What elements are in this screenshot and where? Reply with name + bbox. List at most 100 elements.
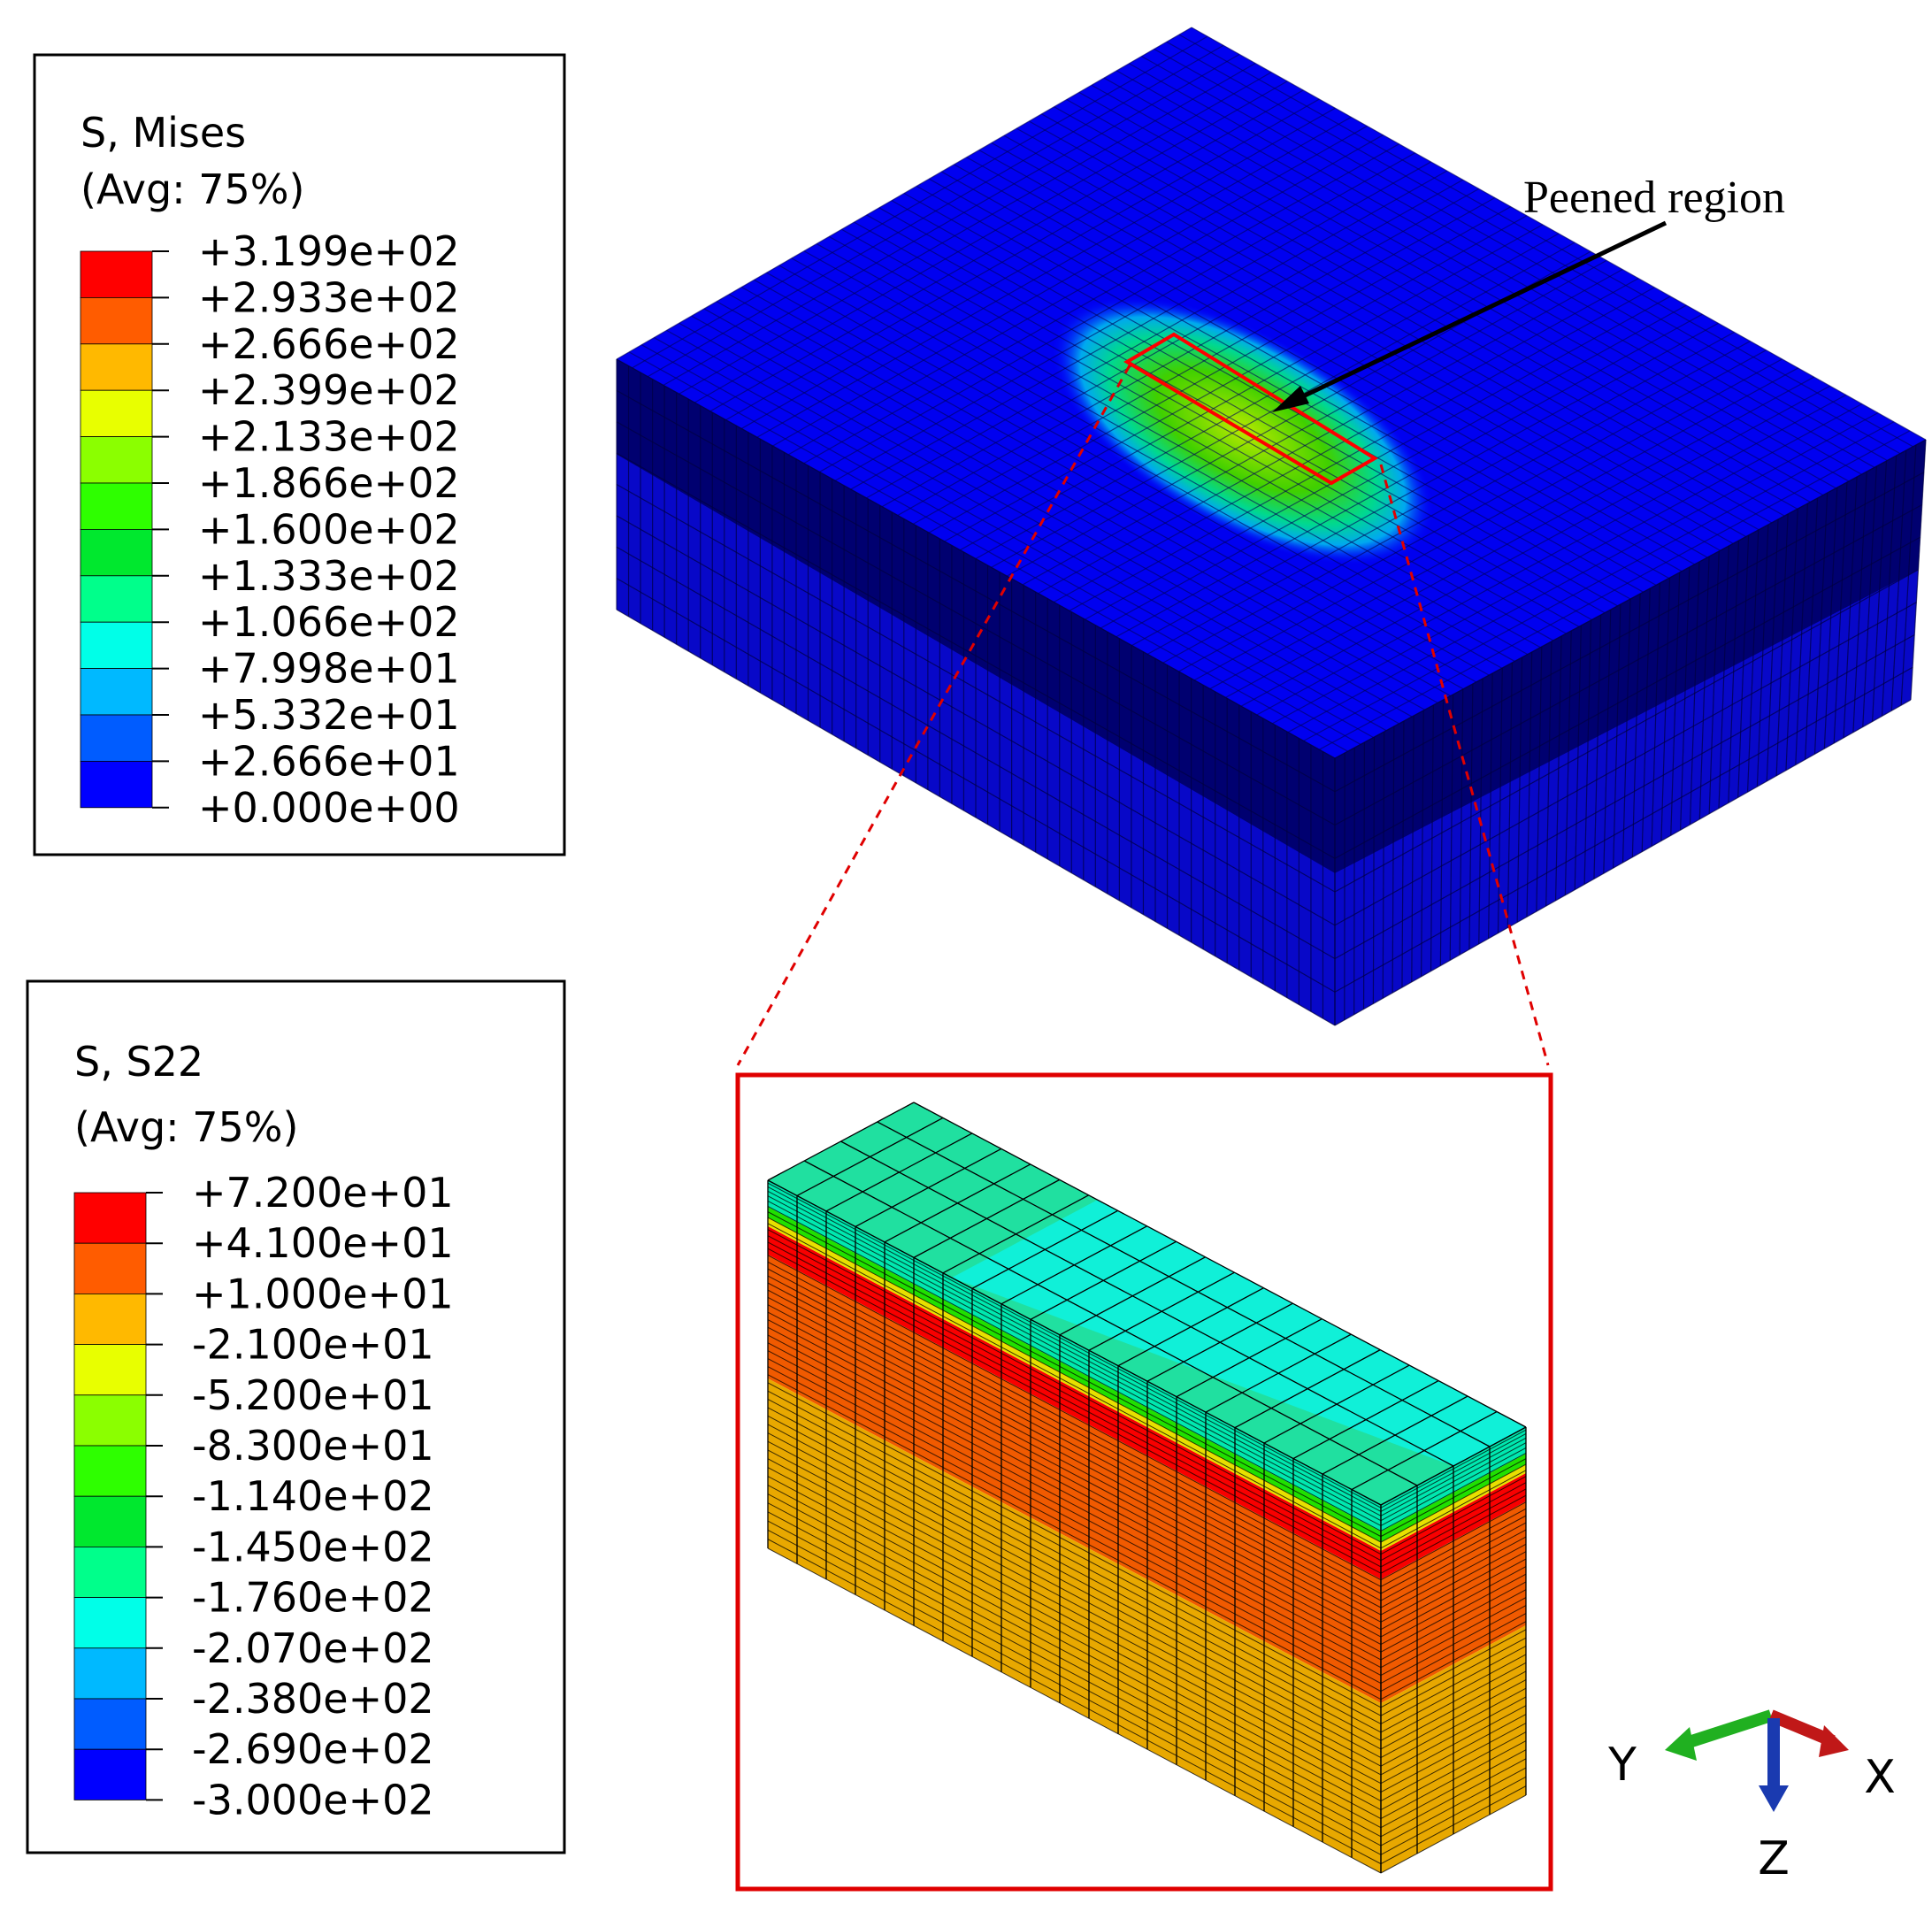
- mesh-line: [616, 515, 1336, 926]
- mesh-line: [767, 1547, 1382, 1874]
- legend-label: +5.332e+01: [198, 691, 460, 739]
- mesh-line: [1334, 503, 1923, 826]
- zoom-line: [1379, 464, 1550, 1066]
- mesh-line: [1380, 1794, 1527, 1874]
- mesh-line: [1380, 1589, 1527, 1669]
- mesh-line: [767, 1502, 1382, 1829]
- legend-label: +7.998e+01: [198, 645, 460, 693]
- triad-y-label: Y: [1607, 1739, 1637, 1792]
- legend-swatch: [73, 1547, 147, 1599]
- mesh-line: [1380, 1758, 1527, 1838]
- legend-label: -1.450e+02: [192, 1523, 434, 1570]
- mesh-line: [767, 1190, 1382, 1516]
- legend-title: S, S22: [74, 1038, 203, 1086]
- inset: [735, 365, 1553, 1892]
- mesh-line: [616, 483, 1336, 893]
- mesh-line: [1334, 633, 1915, 960]
- mesh-line: [1380, 1452, 1527, 1532]
- mesh-line: [1380, 1426, 1527, 1506]
- mesh-line: [1272, 403, 1863, 725]
- mesh-line: [1166, 41, 1901, 455]
- mesh-line: [767, 1424, 1382, 1750]
- mesh-line: [767, 1229, 1382, 1555]
- mesh-line: [1380, 1613, 1527, 1693]
- legend-swatch: [80, 482, 153, 530]
- mesh-line: [1380, 1501, 1527, 1581]
- legend-label: +1.066e+02: [198, 598, 460, 646]
- mesh-line: [1380, 1433, 1527, 1512]
- mesh-line: [1334, 666, 1913, 993]
- mesh-line: [1380, 1470, 1527, 1549]
- mesh-line: [767, 1261, 1382, 1587]
- mesh-line: [1100, 304, 1687, 629]
- legend-swatch: [73, 1394, 147, 1447]
- mesh-line: [767, 1407, 1382, 1733]
- legend-swatch: [80, 343, 153, 391]
- inset-front-band: [768, 1217, 1381, 1551]
- legend-swatch: [73, 1344, 147, 1396]
- mesh-line: [1380, 1714, 1527, 1793]
- mesh-line: [1334, 439, 1927, 759]
- mesh-line: [767, 1179, 1382, 1506]
- mesh-line: [1154, 48, 1888, 462]
- mesh-line: [928, 178, 1657, 586]
- mesh-line: [1380, 1476, 1527, 1555]
- mesh-line: [767, 1366, 1382, 1693]
- mesh-line: [767, 1382, 1382, 1708]
- legend-swatch: [80, 621, 153, 670]
- mesh-line: [1380, 1776, 1527, 1855]
- annotation: Peened region: [1523, 173, 1785, 223]
- mesh-line: [767, 1467, 1382, 1793]
- mesh-line: [1380, 1785, 1527, 1865]
- mesh-line: [767, 1511, 1382, 1838]
- mesh-line: [1380, 1494, 1527, 1574]
- legend-label: +0.000e+00: [198, 784, 460, 832]
- mesh-line: [1380, 1597, 1527, 1677]
- mesh-line: [767, 1311, 1382, 1638]
- mesh-line: [1380, 1670, 1527, 1750]
- legend-label: +3.199e+02: [198, 227, 460, 275]
- mesh-line: [767, 1476, 1382, 1801]
- mesh-line: [877, 1121, 1491, 1447]
- mesh-line: [1225, 376, 1814, 698]
- arrow-head: [1272, 386, 1309, 412]
- mesh-line: [1380, 1558, 1527, 1638]
- legend-label: +2.399e+02: [198, 366, 460, 414]
- legend-swatch: [73, 1597, 147, 1649]
- mesh-line: [991, 142, 1721, 551]
- mesh-line: [1380, 1429, 1527, 1509]
- mesh-line: [1129, 63, 1862, 475]
- mesh-line: [767, 1374, 1382, 1701]
- mesh-line: [1178, 349, 1767, 672]
- mesh-line: [767, 1182, 1382, 1509]
- mesh-line: [975, 233, 1560, 560]
- mesh-line: [1380, 1749, 1527, 1829]
- mesh-line: [767, 1334, 1382, 1661]
- triad-x-head: [1819, 1725, 1849, 1757]
- mesh-line: [767, 1485, 1382, 1810]
- mesh-line: [916, 185, 1644, 593]
- legend-subtitle: (Avg: 75%): [74, 1103, 298, 1151]
- mesh-line: [767, 1449, 1382, 1776]
- mesh-line: [767, 1390, 1382, 1716]
- mesh-line: [1380, 1723, 1527, 1801]
- mesh-line: [1380, 1662, 1527, 1741]
- mesh-line: [954, 164, 1683, 572]
- mesh-line: [1380, 1543, 1527, 1623]
- legend-label: +7.200e+01: [192, 1169, 454, 1217]
- mesh-line: [1256, 394, 1847, 716]
- mesh-line: [1380, 1629, 1527, 1708]
- mesh-line: [1380, 1566, 1527, 1646]
- mesh-line: [1380, 1458, 1527, 1538]
- inset-front-band: [768, 1255, 1381, 1703]
- legend-swatch: [73, 1445, 147, 1497]
- legends: S, Mises(Avg: 75%)+3.199e+02+2.933e+02+2…: [26, 53, 566, 1854]
- right-face-band: [1335, 440, 1926, 873]
- mesh-line: [1066, 98, 1798, 510]
- mesh-line: [767, 1282, 1382, 1608]
- mesh-line: [1334, 699, 1912, 1026]
- mesh-line: [1209, 367, 1798, 690]
- mesh-line: [616, 421, 1336, 826]
- mesh-line: [1380, 1646, 1527, 1724]
- triad: Y X Z: [1607, 1709, 1896, 1885]
